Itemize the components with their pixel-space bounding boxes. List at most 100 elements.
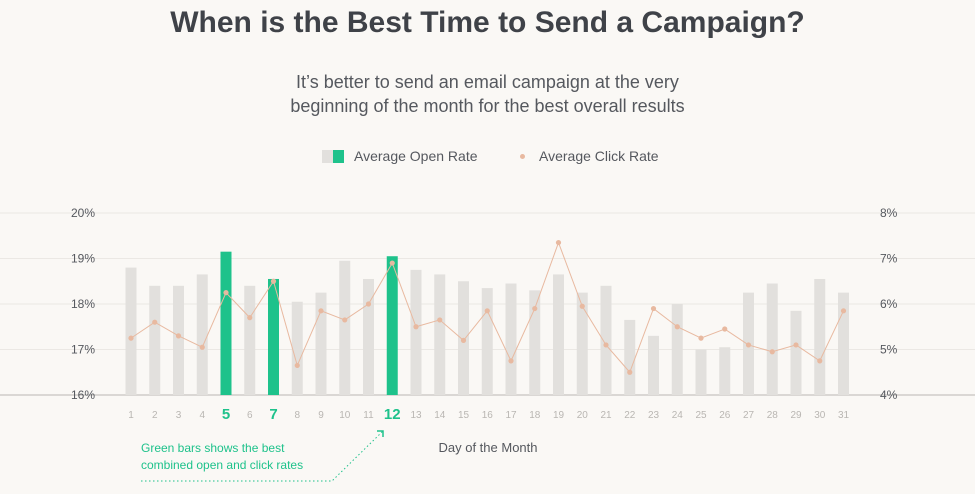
click-rate-point (579, 303, 585, 309)
click-rate-point (223, 290, 229, 296)
click-rate-point (817, 358, 823, 364)
bar (339, 260, 351, 395)
bar (695, 349, 707, 395)
legend-open-label: Average Open Rate (354, 148, 478, 164)
bar (363, 278, 374, 395)
x-tick: 20 (577, 410, 589, 421)
bar (410, 269, 422, 395)
click-rate-point (674, 324, 680, 330)
bar (244, 285, 256, 395)
subtitle-line-1: It’s better to send an email campaign at… (296, 72, 679, 92)
annotation-pointer (141, 430, 384, 482)
y-tick-right: 5% (880, 343, 898, 357)
legend-click-label: Average Click Rate (539, 148, 659, 164)
bar (434, 274, 446, 395)
click-rate-point (128, 335, 134, 341)
x-tick: 26 (719, 410, 731, 421)
x-tick: 13 (410, 410, 422, 421)
click-rate-point (342, 317, 348, 323)
y-tick-left: 18% (71, 297, 95, 311)
click-rate-point (389, 260, 395, 266)
bar (576, 292, 588, 395)
x-tick-highlight: 5 (222, 406, 230, 423)
subtitle-line-2: beginning of the month for the best over… (290, 96, 685, 116)
click-rate-point (722, 326, 728, 332)
x-tick: 9 (318, 410, 324, 421)
x-tick: 15 (458, 410, 470, 421)
y-tick-right: 8% (880, 206, 898, 220)
bar (505, 283, 517, 395)
click-rate-point (270, 278, 277, 284)
bar-highlight (268, 278, 279, 395)
x-tick: 4 (199, 410, 205, 421)
click-rate-point (199, 344, 205, 350)
bar (125, 267, 137, 395)
click-rate-point (152, 319, 158, 325)
bar (600, 285, 612, 395)
y-tick-left: 19% (71, 252, 95, 266)
x-tick: 21 (600, 410, 612, 421)
x-tick: 19 (553, 410, 565, 421)
x-tick: 28 (767, 410, 779, 421)
legend-grey-swatch (322, 149, 333, 163)
bar-highlight (386, 256, 398, 395)
x-tick: 24 (672, 410, 684, 421)
x-tick: 31 (838, 410, 850, 421)
click-rate-point (745, 342, 752, 348)
legend-dot-icon (520, 153, 525, 159)
x-tick: 29 (790, 410, 802, 421)
x-tick-highlight: 12 (384, 406, 401, 423)
legend-click-rate: Average Click Rate (520, 148, 659, 164)
bar (719, 347, 731, 395)
y-tick-right: 4% (880, 388, 898, 402)
subtitle: It’s better to send an email campaign at… (0, 70, 975, 118)
bar (624, 319, 636, 395)
click-rate-point (793, 342, 799, 348)
click-rate-point (769, 349, 775, 355)
x-tick: 3 (176, 410, 182, 421)
click-rate-point (627, 369, 633, 375)
click-rate-point (484, 308, 490, 314)
bar (814, 278, 826, 395)
legend-green-swatch (333, 149, 344, 163)
x-tick: 8 (294, 410, 300, 421)
bar (149, 285, 161, 395)
click-rate-point (318, 308, 324, 314)
click-rate-point (555, 239, 562, 246)
click-rate-point (437, 317, 443, 323)
x-tick: 22 (624, 410, 636, 421)
bar-highlight (220, 251, 232, 395)
y-tick-left: 20% (71, 206, 95, 220)
click-rate-point (460, 337, 467, 343)
click-rate-point (247, 315, 253, 321)
annotation-arrowhead-icon (377, 430, 384, 437)
annotation-line-2: combined open and click rates (141, 458, 303, 472)
x-tick: 18 (529, 410, 541, 421)
bar (838, 292, 849, 395)
y-tick-right: 6% (880, 297, 898, 311)
click-rate-point (294, 362, 300, 369)
bar (529, 290, 541, 395)
legend-open-rate: Average Open Rate (322, 148, 478, 164)
bar (173, 285, 184, 395)
x-axis-label: Day of the Month (439, 440, 538, 455)
x-tick: 23 (648, 410, 660, 421)
bar (766, 283, 778, 395)
x-tick: 6 (247, 410, 253, 421)
click-rate-point (365, 301, 372, 307)
x-tick: 25 (695, 410, 707, 421)
click-rate-point (508, 358, 514, 364)
bar (291, 301, 303, 395)
page-title: When is the Best Time to Send a Campaign… (170, 6, 805, 39)
bar (315, 292, 327, 395)
click-rate-point (650, 305, 657, 312)
x-tick: 2 (152, 410, 158, 421)
x-tick: 27 (743, 410, 755, 421)
x-tick: 17 (505, 410, 517, 421)
y-tick-right: 7% (880, 252, 898, 266)
x-tick: 30 (814, 410, 826, 421)
x-tick: 16 (482, 410, 494, 421)
annotation-line-1: Green bars shows the best (141, 441, 285, 455)
x-tick: 14 (434, 410, 446, 421)
x-tick: 1 (128, 410, 134, 421)
